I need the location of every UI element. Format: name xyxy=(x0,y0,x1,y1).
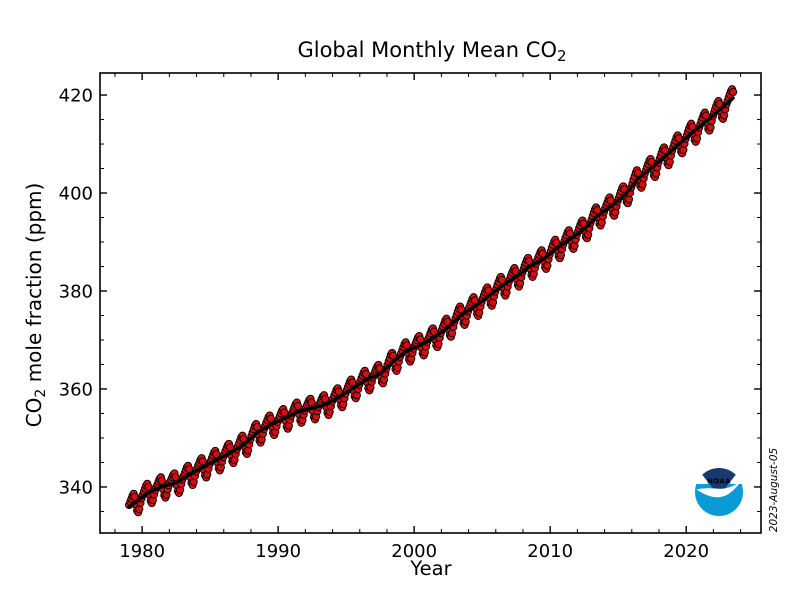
axis-ticks xyxy=(100,73,761,533)
trend-line xyxy=(127,96,735,509)
y-tick-label: 400 xyxy=(59,184,93,205)
logo-sky-shape xyxy=(702,467,736,496)
tick-labels: 1980 1990 2000 2010 2020 340 360 380 400 420 xyxy=(59,86,709,562)
plot-border xyxy=(99,72,762,534)
monthly-mean-dot xyxy=(525,256,534,266)
monthly-mean-dot xyxy=(171,472,180,482)
y-tick-label: 340 xyxy=(59,477,93,498)
x-tick-label: 2000 xyxy=(391,541,437,562)
y-axis-label: CO2 mole fraction (ppm) xyxy=(22,183,49,428)
monthly-mean-dot xyxy=(198,457,207,466)
chart-title-text: Global Monthly Mean CO xyxy=(297,38,557,62)
chart-title-subscript: 2 xyxy=(557,47,567,65)
monthly-mean-dot xyxy=(361,369,371,379)
x-tick-label: 2010 xyxy=(527,541,573,562)
y-axis-label-prefix: CO xyxy=(22,398,46,428)
y-axis-label-suffix: mole fraction (ppm) xyxy=(22,183,46,389)
y-tick-label: 420 xyxy=(59,86,93,107)
monthly-mean-dot xyxy=(624,195,634,204)
monthly-mean-dot xyxy=(144,482,153,491)
monthly-mean-dot xyxy=(321,394,330,403)
logo-text: NOAA xyxy=(707,478,731,486)
y-tick-label: 380 xyxy=(59,281,93,302)
monthly-mean-dot xyxy=(280,408,289,417)
monthly-mean-dot xyxy=(266,414,275,423)
monthly-mean-dot xyxy=(402,341,411,350)
x-tick-label: 2020 xyxy=(663,541,709,562)
chart-title: Global Monthly Mean CO2 xyxy=(297,38,566,65)
monthly-mean-dot xyxy=(157,476,167,485)
trend-series xyxy=(127,96,735,509)
seagull-icon xyxy=(696,480,742,498)
monthly-mean-dot xyxy=(185,464,194,474)
datestamp: 2023-August-05 xyxy=(768,447,780,532)
monthly-mean-dot xyxy=(416,335,425,344)
monthly-mean-dot xyxy=(212,450,221,459)
x-tick-label: 1990 xyxy=(255,541,301,562)
x-axis-label: Year xyxy=(409,557,452,580)
monthly-mean-dot xyxy=(293,401,303,411)
x-tick-label: 1980 xyxy=(119,541,165,562)
monthly-mean-dot xyxy=(729,88,738,97)
monthly-mean-dot xyxy=(307,398,316,407)
y-axis-label-subscript: 2 xyxy=(33,389,49,398)
noaa-logo: NOAA xyxy=(695,467,743,517)
y-tick-label: 360 xyxy=(59,379,93,400)
